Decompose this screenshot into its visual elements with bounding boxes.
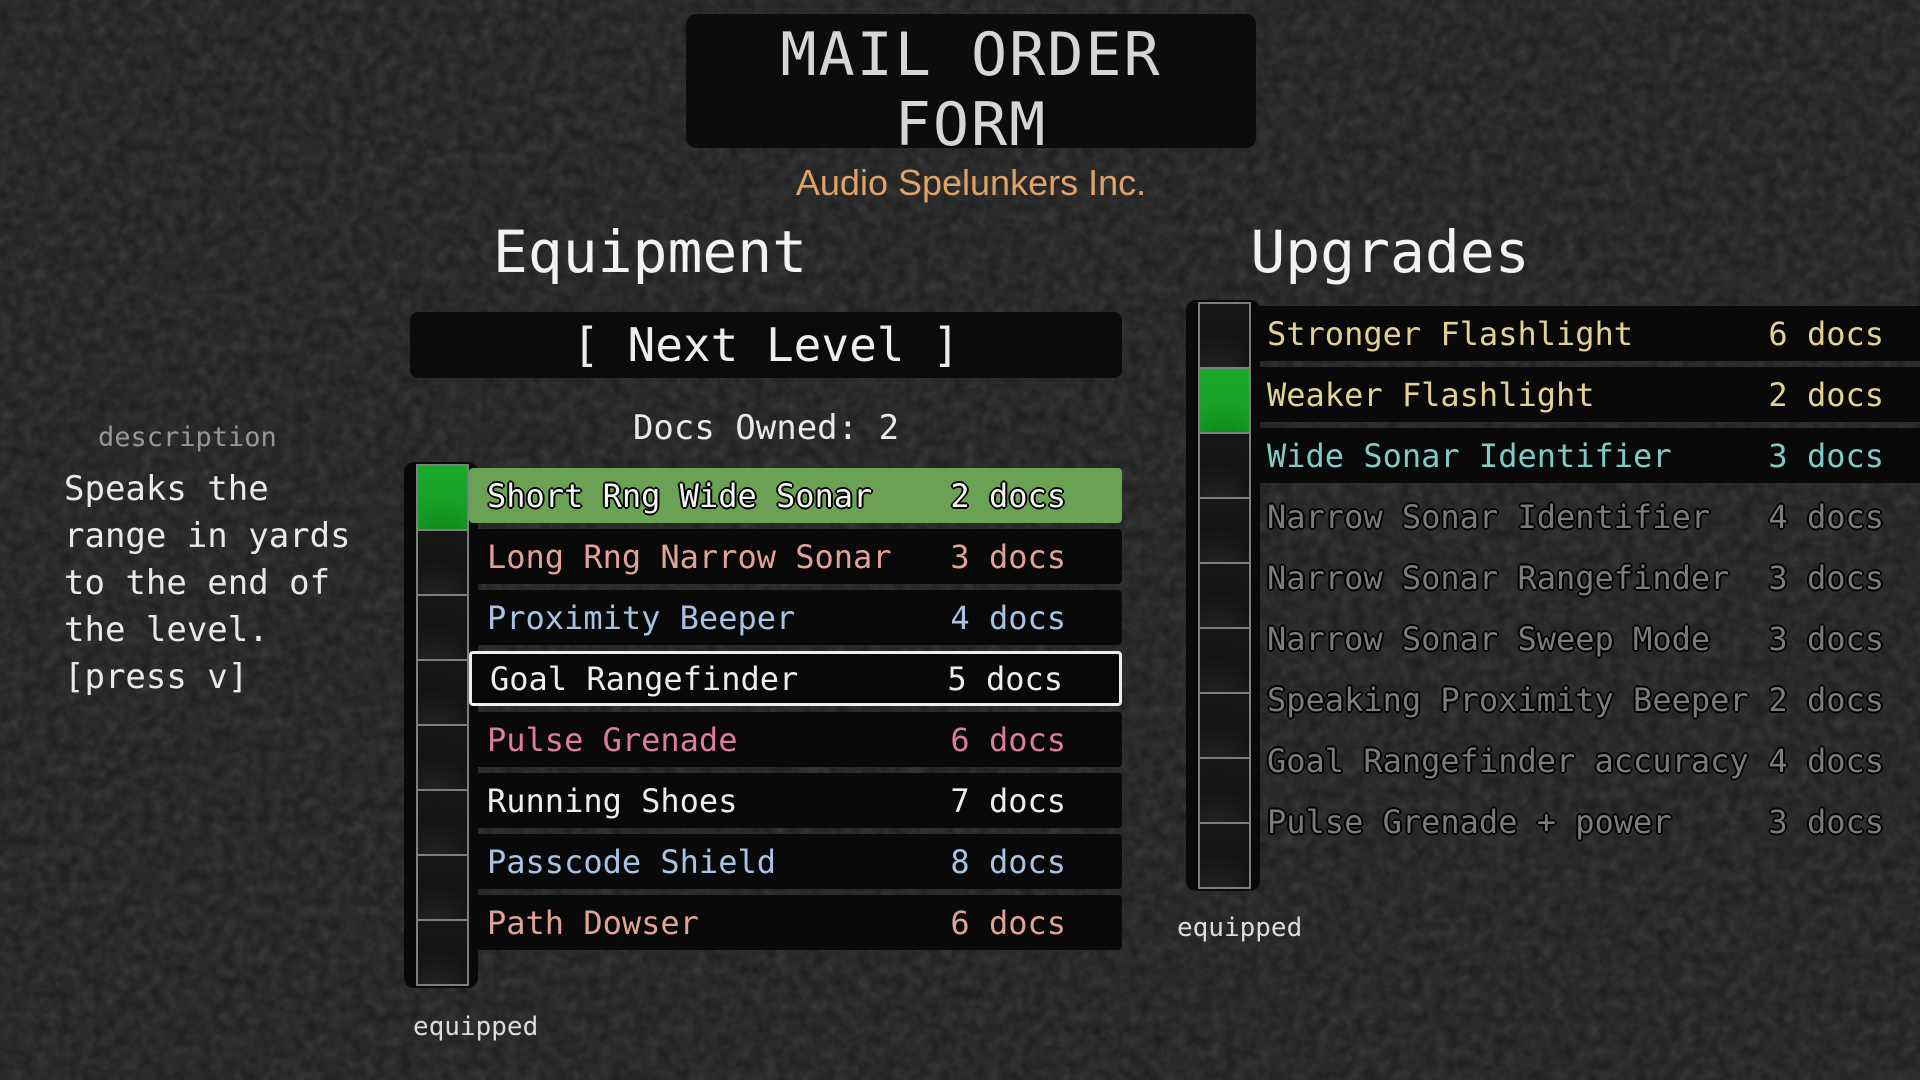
upgrades-item-8[interactable]: Pulse Grenade + power 3 docs (1251, 794, 1920, 849)
item-price: 2 docs (1768, 680, 1884, 719)
upgrades-checkbox-6[interactable] (1198, 692, 1251, 759)
equipment-item-4[interactable]: Pulse Grenade 6 docs (469, 712, 1122, 767)
equipment-item-0[interactable]: Short Rng Wide Sonar 2 docs (469, 468, 1122, 523)
equipment-checkbox-column (404, 462, 478, 988)
item-name: Goal Rangefinder (490, 659, 799, 698)
item-name: Pulse Grenade + power (1267, 802, 1672, 841)
equipment-checkbox-5[interactable] (416, 789, 469, 856)
company-name: Audio Spelunkers Inc. (795, 162, 1147, 203)
item-name: Weaker Flashlight (1267, 375, 1595, 414)
upgrades-list: Stronger Flashlight 6 docs Weaker Flashl… (1251, 300, 1920, 855)
equipment-item-7[interactable]: Path Dowser 6 docs (469, 895, 1122, 950)
item-price: 4 docs (950, 598, 1066, 637)
item-price: 2 docs (950, 476, 1066, 515)
equipment-checkbox-1[interactable] (416, 529, 469, 596)
equipment-item-6[interactable]: Passcode Shield 8 docs (469, 834, 1122, 889)
upgrades-heading: Upgrades (1250, 218, 1530, 286)
item-price: 2 docs (1768, 375, 1884, 414)
item-name: Short Rng Wide Sonar (487, 476, 873, 515)
upgrades-checkbox-7[interactable] (1198, 757, 1251, 824)
description-text: Speaks the range in yards to the end of … (64, 469, 351, 697)
equipment-item-3[interactable]: Goal Rangefinder 5 docs (469, 651, 1122, 706)
upgrades-item-2[interactable]: Wide Sonar Identifier 3 docs (1251, 428, 1920, 483)
equipment-checkbox-7[interactable] (416, 919, 469, 986)
equipment-heading: Equipment (492, 218, 808, 286)
equipment-checkbox-2[interactable] (416, 594, 469, 661)
form-title: MAIL ORDER FORM (780, 20, 1162, 160)
equipment-item-1[interactable]: Long Rng Narrow Sonar 3 docs (469, 529, 1122, 584)
item-price: 3 docs (1768, 619, 1884, 658)
item-name: Running Shoes (487, 781, 738, 820)
upgrades-checkbox-1[interactable] (1198, 367, 1251, 434)
item-name: Stronger Flashlight (1267, 314, 1634, 353)
upgrades-equipped-label: equipped (1177, 913, 1303, 943)
item-price: 3 docs (1768, 558, 1884, 597)
item-name: Passcode Shield (487, 842, 776, 881)
next-level-button-label: [ Next Level ] (572, 318, 960, 372)
item-name: Pulse Grenade (487, 720, 738, 759)
upgrades-checkbox-2[interactable] (1198, 432, 1251, 499)
equipment-checkbox-6[interactable] (416, 854, 469, 921)
next-level-button[interactable]: [ Next Level ] (410, 312, 1122, 378)
upgrades-item-1[interactable]: Weaker Flashlight 2 docs (1251, 367, 1920, 422)
upgrades-item-6[interactable]: Speaking Proximity Beeper 2 docs (1251, 672, 1920, 727)
item-price: 4 docs (1768, 497, 1884, 536)
upgrades-checkbox-5[interactable] (1198, 627, 1251, 694)
upgrades-checkbox-3[interactable] (1198, 497, 1251, 564)
item-price: 6 docs (1768, 314, 1884, 353)
item-price: 6 docs (950, 720, 1066, 759)
item-name: Narrow Sonar Identifier (1267, 497, 1711, 536)
description-label: description (98, 422, 277, 453)
upgrades-item-0[interactable]: Stronger Flashlight 6 docs (1251, 306, 1920, 361)
upgrades-item-7[interactable]: Goal Rangefinder accuracy 4 docs (1251, 733, 1920, 788)
item-price: 8 docs (950, 842, 1066, 881)
item-price: 3 docs (950, 537, 1066, 576)
equipment-checkbox-4[interactable] (416, 724, 469, 791)
item-price: 3 docs (1768, 436, 1884, 475)
equipment-equipped-label: equipped (413, 1012, 539, 1042)
equipment-item-5[interactable]: Running Shoes 7 docs (469, 773, 1122, 828)
equipment-item-2[interactable]: Proximity Beeper 4 docs (469, 590, 1122, 645)
item-name: Long Rng Narrow Sonar (487, 537, 892, 576)
item-name: Narrow Sonar Sweep Mode (1267, 619, 1711, 658)
item-name: Narrow Sonar Rangefinder (1267, 558, 1730, 597)
equipment-checkbox-0[interactable] (416, 464, 469, 531)
upgrades-checkbox-4[interactable] (1198, 562, 1251, 629)
item-name: Goal Rangefinder accuracy (1267, 741, 1749, 780)
upgrades-checkbox-8[interactable] (1198, 822, 1251, 889)
upgrades-checkbox-column (1186, 300, 1260, 891)
header-panel: MAIL ORDER FORM Audio Spelunkers Inc. (686, 14, 1256, 203)
upgrades-checkbox-0[interactable] (1198, 302, 1251, 369)
item-price: 6 docs (950, 903, 1066, 942)
item-name: Path Dowser (487, 903, 699, 942)
item-name: Proximity Beeper (487, 598, 796, 637)
item-price: 7 docs (950, 781, 1066, 820)
docs-owned-counter: Docs Owned: 2 (632, 408, 900, 448)
upgrades-item-4[interactable]: Narrow Sonar Rangefinder 3 docs (1251, 550, 1920, 605)
item-price: 3 docs (1768, 802, 1884, 841)
item-name: Speaking Proximity Beeper (1267, 680, 1749, 719)
upgrades-item-5[interactable]: Narrow Sonar Sweep Mode 3 docs (1251, 611, 1920, 666)
item-price: 4 docs (1768, 741, 1884, 780)
upgrades-item-3[interactable]: Narrow Sonar Identifier 4 docs (1251, 489, 1920, 544)
item-name: Wide Sonar Identifier (1267, 436, 1672, 475)
item-price: 5 docs (947, 659, 1063, 698)
equipment-list: Short Rng Wide Sonar 2 docs Long Rng Nar… (469, 462, 1122, 956)
equipment-checkbox-3[interactable] (416, 659, 469, 726)
